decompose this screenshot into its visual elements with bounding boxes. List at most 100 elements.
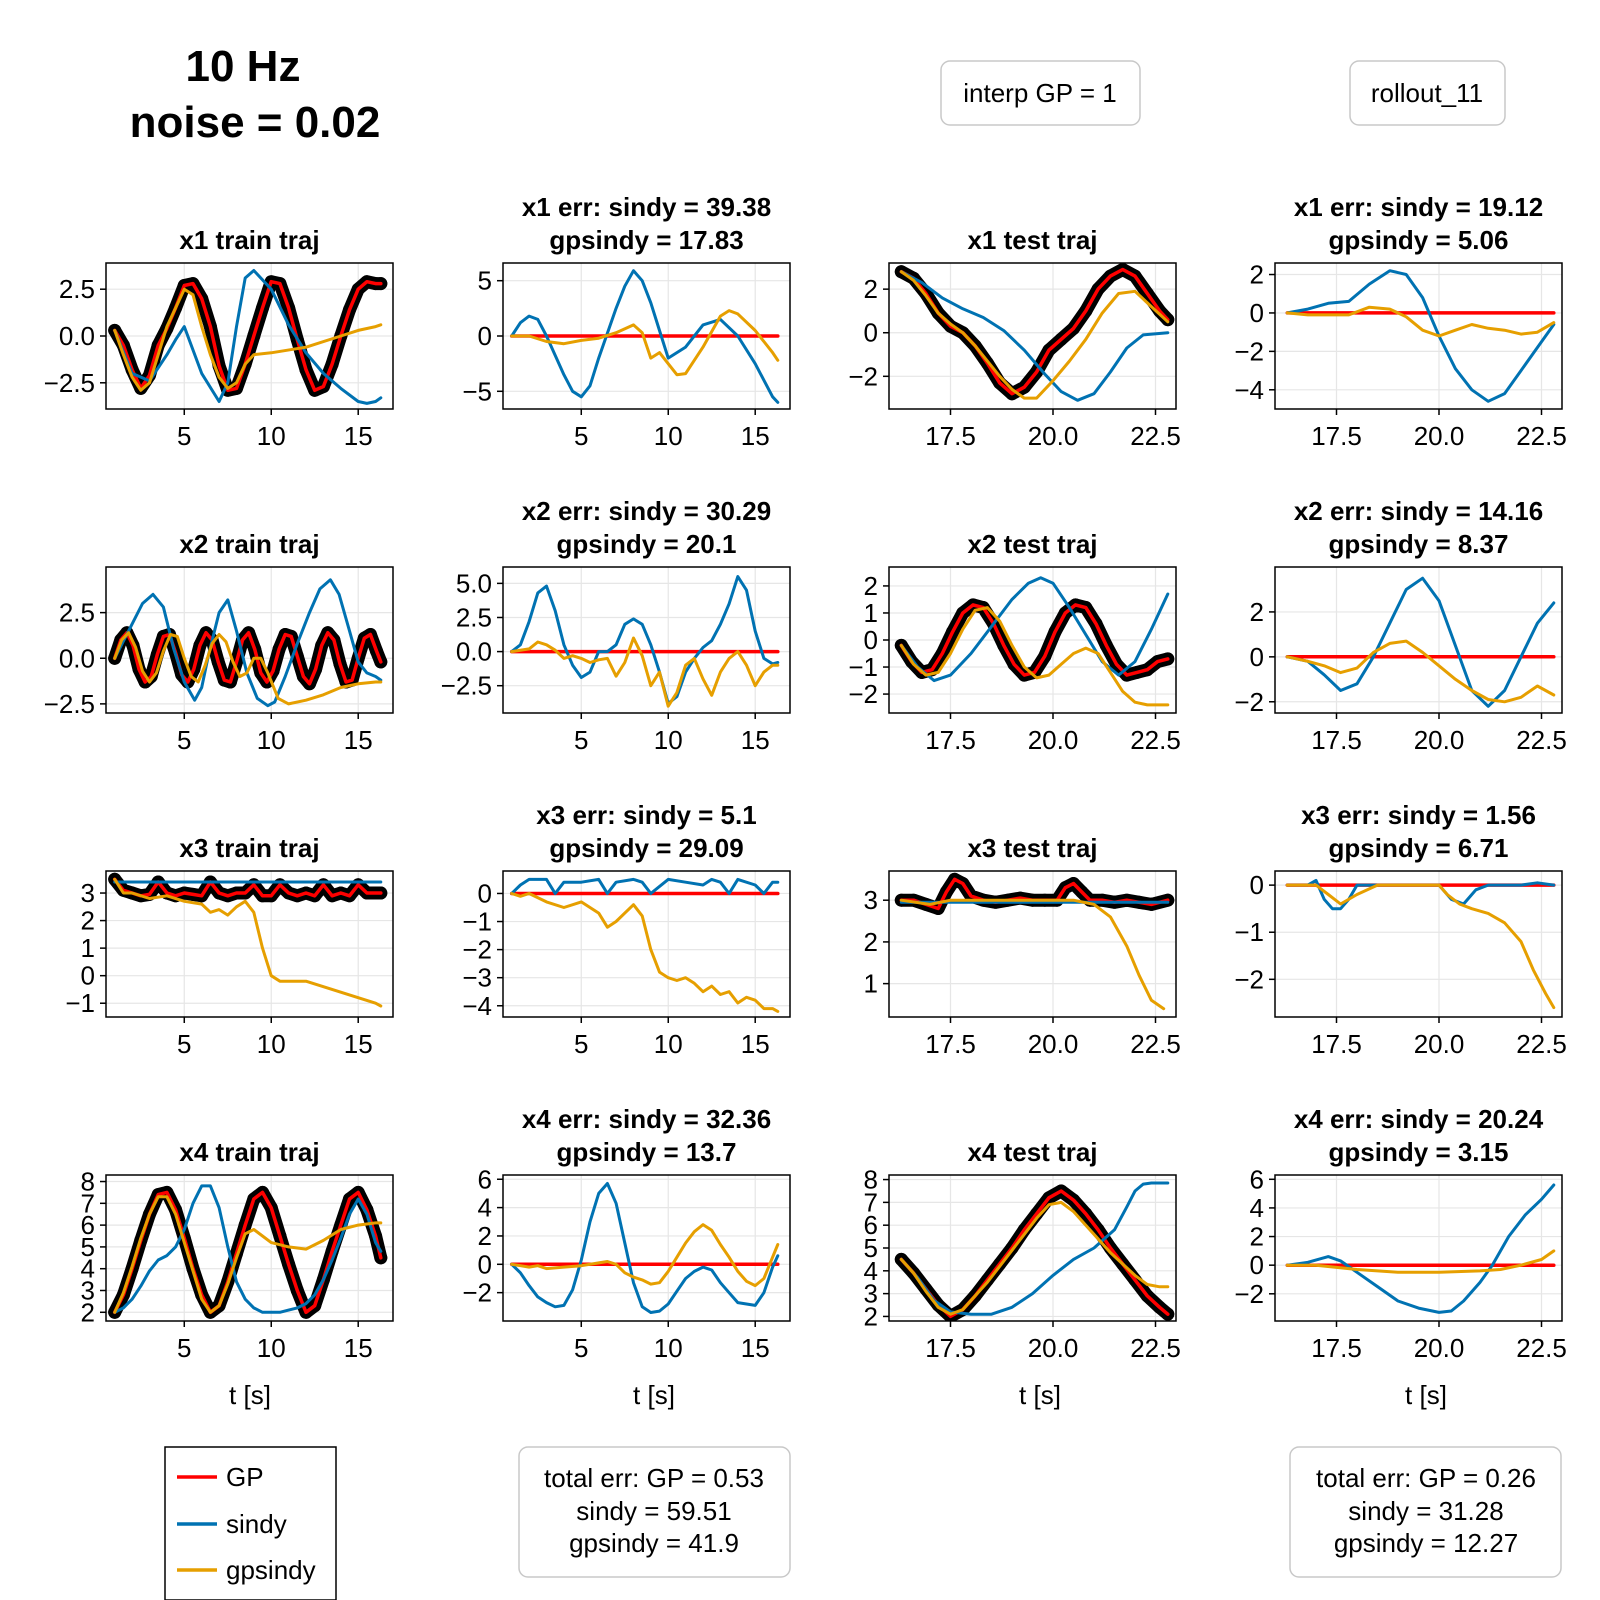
- series-gpsindy-line: [113, 631, 383, 706]
- plot-title: x4 err: sindy = 20.24: [1294, 1104, 1544, 1134]
- plot-area: [1285, 1183, 1556, 1314]
- y-tick-label: 0: [478, 878, 492, 908]
- x-axis-label-col4: t [s]: [1405, 1380, 1447, 1410]
- series-gp-line: [112, 877, 383, 898]
- plot-title: gpsindy = 13.7: [557, 1137, 737, 1167]
- x-tick-label: 20.0: [1414, 1333, 1465, 1363]
- y-tick-label: 2: [1250, 597, 1264, 627]
- series-sindy-line: [899, 270, 1170, 402]
- y-tick-label: −1: [848, 652, 878, 682]
- plot-area: [108, 1184, 388, 1319]
- series-sindy-line: [510, 575, 780, 705]
- y-tick-label: 0.0: [59, 321, 95, 351]
- x-axis-label-col2: t [s]: [633, 1380, 675, 1410]
- y-tick-label: 0: [864, 625, 878, 655]
- plot-area: [1285, 878, 1556, 1010]
- y-tick-label: 2: [864, 1301, 878, 1331]
- x-tick-label: 17.5: [1311, 725, 1362, 755]
- plot-area: [1285, 576, 1556, 708]
- y-tick-label: −1: [65, 988, 95, 1018]
- y-tick-label: 2.5: [59, 274, 95, 304]
- x-tick-label: 10: [654, 421, 683, 451]
- series-gpsindy-line: [899, 898, 1166, 1011]
- train-total-box: [518, 1446, 791, 1578]
- plot-area: [509, 1182, 780, 1314]
- x-tick-label: 20.0: [1028, 1333, 1079, 1363]
- x-tick-label: 20.0: [1414, 421, 1465, 451]
- plot-title: x2 test traj: [967, 529, 1097, 559]
- interp-label: interp GP = 1: [963, 78, 1116, 108]
- series-gpsindy-line: [510, 1223, 780, 1288]
- x-tick-label: 17.5: [925, 725, 976, 755]
- y-tick-label: 0: [478, 321, 492, 351]
- y-tick-label: 2: [478, 1221, 492, 1251]
- test-total-box: [1289, 1446, 1562, 1578]
- series-gpsindy-line: [113, 287, 383, 392]
- plot-frame: [502, 566, 791, 714]
- plot-frame: [105, 870, 394, 1018]
- y-tick-label: 4: [81, 1254, 95, 1284]
- series-gp-line: [112, 279, 383, 393]
- y-tick-label: 1: [864, 598, 878, 628]
- series-gpsindy-line: [1285, 883, 1556, 1010]
- x-tick-label: 22.5: [1516, 725, 1567, 755]
- test-total-line2: sindy = 31.28: [1348, 1496, 1503, 1526]
- y-tick-label: 0.0: [456, 637, 492, 667]
- series-gpsindy-line: [899, 1200, 1170, 1316]
- plot-title: x4 train traj: [179, 1137, 319, 1167]
- train-total-line1: total err: GP = 0.53: [544, 1463, 764, 1493]
- series-gpsindy-line: [113, 1195, 383, 1314]
- y-tick-label: 8: [864, 1165, 878, 1195]
- series-gpsindy-line: [1285, 305, 1556, 338]
- legend-label-gpsindy: gpsindy: [226, 1555, 316, 1585]
- y-tick-label: 0: [478, 1249, 492, 1279]
- total-error-boxes: total err: GP = 0.53 sindy = 59.51 gpsin…: [518, 1446, 1562, 1578]
- plot-title: gpsindy = 8.37: [1329, 529, 1509, 559]
- y-tick-label: 0: [1250, 298, 1264, 328]
- y-tick-label: 6: [864, 1210, 878, 1240]
- series-gp-line: [899, 267, 1170, 396]
- y-tick-label: 2: [864, 927, 878, 957]
- plot-area: [509, 269, 780, 404]
- x-tick-label: 17.5: [925, 421, 976, 451]
- y-tick-label: 2: [81, 1297, 95, 1327]
- x-tick-label: 22.5: [1130, 421, 1181, 451]
- plot-area: [509, 575, 780, 708]
- y-tick-label: 6: [81, 1210, 95, 1240]
- y-tick-label: −2: [462, 1278, 492, 1308]
- y-tick-label: −2: [462, 935, 492, 965]
- series-gpsindy-line: [1285, 639, 1556, 704]
- x-tick-label: 20.0: [1028, 725, 1079, 755]
- plot-title: gpsindy = 20.1: [557, 529, 737, 559]
- series-sindy-line: [113, 578, 383, 708]
- y-tick-label: 2: [81, 906, 95, 936]
- series-sindy-line: [1285, 269, 1556, 403]
- y-tick-label: 2.5: [456, 602, 492, 632]
- train-total-line2: sindy = 59.51: [576, 1496, 731, 1526]
- y-tick-label: −2: [1234, 687, 1264, 717]
- x-tick-label: 20.0: [1414, 1029, 1465, 1059]
- x-tick-label: 10: [654, 1029, 683, 1059]
- y-tick-label: −2.5: [441, 671, 492, 701]
- y-tick-label: 0: [1250, 1250, 1264, 1280]
- x-tick-label: 17.5: [1311, 1029, 1362, 1059]
- plot-title: x2 err: sindy = 30.29: [522, 496, 771, 526]
- y-tick-label: 1: [81, 933, 95, 963]
- x-tick-label: 10: [257, 1333, 286, 1363]
- x-tick-label: 10: [257, 725, 286, 755]
- x-tick-label: 5: [177, 725, 191, 755]
- test-total-line3: gpsindy = 12.27: [1334, 1528, 1518, 1558]
- plot-title: x3 train traj: [179, 833, 319, 863]
- y-tick-label: −2: [1234, 336, 1264, 366]
- x-tick-label: 20.0: [1028, 1029, 1079, 1059]
- series-gpsindy-line: [113, 877, 383, 1008]
- x-tick-label: 15: [344, 421, 373, 451]
- subplot-x3-test: x3 test traj 17.5 20.0 22.5 1 2 3: [864, 833, 1181, 1059]
